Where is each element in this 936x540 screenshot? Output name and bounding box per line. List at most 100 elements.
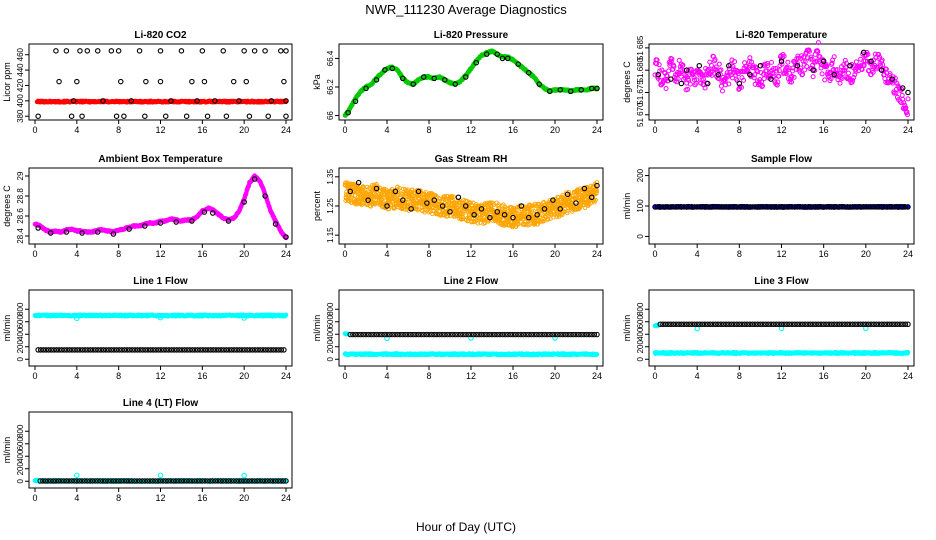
y-tick-label: 800 [326,302,335,316]
data-point [536,81,542,87]
data-point [143,78,149,85]
y-tick-label: 29 [16,171,25,180]
x-tick-label: 0 [32,125,37,135]
data-point [142,113,148,119]
data-point [718,67,724,73]
panel-title: Line 2 Flow [444,276,499,287]
series-1 [342,48,600,118]
data-point [712,56,718,62]
x-tick-label: 8 [116,249,121,259]
data-point [847,62,853,69]
data-point [732,59,738,65]
data-point [656,62,662,68]
data-point [838,75,844,81]
x-tick-label: 20 [550,249,560,259]
plot-frame [338,43,604,121]
data-point [77,48,83,54]
data-point [850,77,856,83]
x-tick-label: 12 [155,125,165,135]
data-point [265,113,271,119]
data-point [715,71,721,78]
data-point [726,81,732,87]
data-point [761,76,767,82]
y-tick-label: 28.6 [16,208,25,224]
data-point [53,48,59,54]
x-tick-label: 4 [695,249,700,259]
panel-title: Li-820 Pressure [434,30,509,41]
data-point [831,71,837,78]
data-point [747,55,753,61]
data-point [352,98,359,105]
data-point [852,72,858,78]
x-tick-label: 8 [426,125,431,135]
data-point [251,48,258,54]
y-axis-label: percent [312,190,322,221]
data-point [728,69,734,75]
data-point [814,58,820,64]
data-point [578,87,584,93]
data-point [84,48,91,54]
data-point [363,85,369,92]
data-point [776,73,782,79]
data-point [819,71,825,77]
data-point [690,72,696,78]
data-point [230,78,237,85]
data-point [870,69,876,75]
figure-xlabel: Hour of Day (UTC) [416,520,516,534]
data-point [283,48,289,54]
x-tick-label: 16 [508,125,518,135]
data-point [669,56,675,62]
y-tick-label: 51.675 [636,80,645,105]
data-point [834,67,840,73]
data-point [63,48,70,54]
data-point [750,63,756,69]
data-point [899,86,905,92]
x-tick-label: 20 [861,125,871,135]
data-point [108,48,115,54]
x-tick-label: 16 [819,249,829,259]
x-tick-label: 20 [239,249,249,259]
data-point [868,58,874,65]
panel-title: Gas Stream RH [435,154,508,165]
data-point [719,88,725,94]
y-tick-label: 380 [16,109,25,123]
y-tick-label: 440 [16,63,25,77]
x-tick-label: 24 [903,249,913,259]
series-1 [34,98,289,105]
x-tick-label: 12 [155,249,165,259]
data-point [157,78,164,85]
data-point [716,61,722,67]
data-point [768,59,774,65]
data-point [588,85,595,92]
x-tick-label: 24 [903,125,913,135]
x-tick-label: 0 [652,249,657,259]
data-point [223,113,230,119]
data-point [877,54,883,60]
series-1 [652,40,911,118]
data-point [189,78,195,85]
data-point [241,48,247,54]
y-tick-label: 100 [636,199,645,213]
data-point [776,68,782,74]
data-point [128,98,134,104]
data-point [905,96,911,102]
data-point [713,64,719,70]
data-point [452,81,458,87]
data-point [794,60,800,66]
data-point [557,87,563,93]
data-point [74,78,80,85]
data-point [420,74,427,80]
data-point [736,80,743,87]
x-tick-label: 16 [819,125,829,135]
data-point [515,61,521,67]
figure-title: NWR_111230 Average Diagnostics [365,2,567,17]
data-point [754,68,760,74]
data-point [525,69,532,76]
data-point [810,74,816,80]
data-point [831,54,837,60]
data-point [815,40,821,46]
x-tick-label: 24 [592,249,602,259]
data-point [654,57,660,63]
